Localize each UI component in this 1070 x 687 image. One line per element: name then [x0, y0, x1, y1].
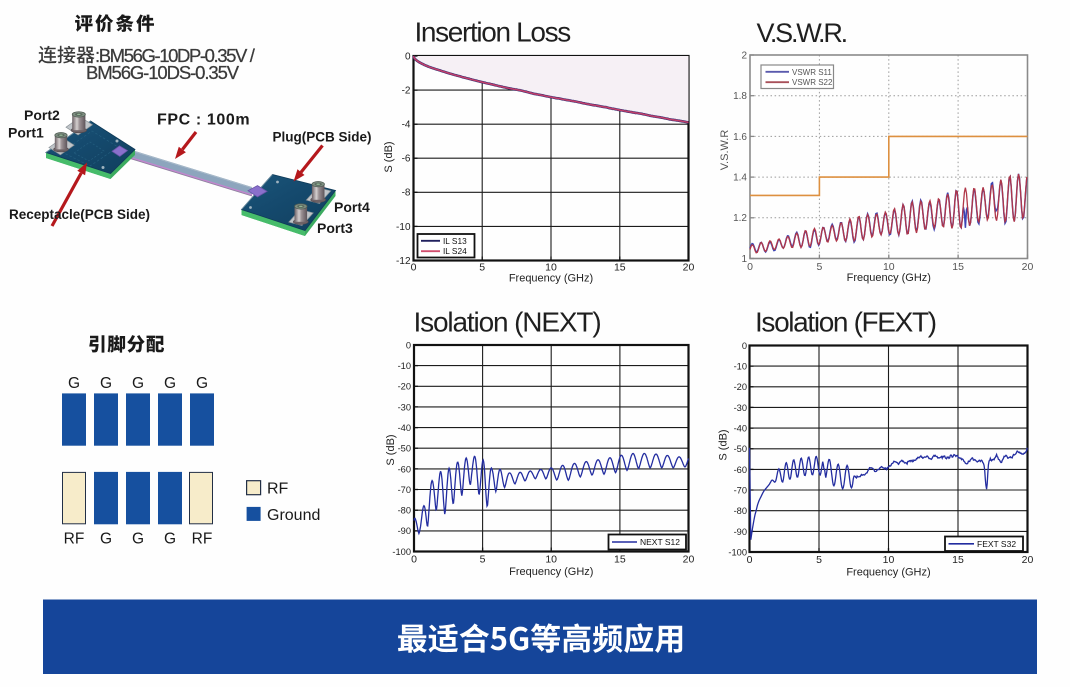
svg-text:-90: -90: [398, 526, 411, 536]
svg-text:-30: -30: [398, 402, 411, 412]
svg-text:-6: -6: [402, 154, 411, 165]
svg-text:5: 5: [480, 554, 486, 566]
svg-text:-40: -40: [398, 423, 411, 433]
svg-text:0: 0: [742, 341, 747, 351]
svg-text:15: 15: [614, 554, 626, 566]
svg-text:G: G: [68, 375, 80, 392]
svg-text:-40: -40: [734, 424, 747, 434]
svg-text:Port4: Port4: [334, 199, 370, 215]
svg-text:Frequency (GHz): Frequency (GHz): [846, 567, 930, 579]
svg-text:0: 0: [411, 554, 417, 566]
svg-text:-80: -80: [734, 506, 747, 516]
svg-text:Frequency (GHz): Frequency (GHz): [847, 272, 931, 284]
svg-text:Ground: Ground: [267, 507, 320, 524]
svg-text:0: 0: [405, 51, 411, 62]
svg-text:-10: -10: [734, 362, 747, 372]
svg-text:1.6: 1.6: [733, 132, 747, 143]
svg-text:0: 0: [747, 554, 753, 566]
svg-text:RF: RF: [64, 531, 85, 548]
svg-text:10: 10: [883, 554, 895, 566]
svg-text:-50: -50: [734, 444, 747, 454]
svg-text:BM56G-10DS-0.35V: BM56G-10DS-0.35V: [86, 62, 240, 83]
svg-text:-60: -60: [734, 465, 747, 475]
svg-text:G: G: [132, 375, 144, 392]
svg-text:Frequency (GHz): Frequency (GHz): [509, 566, 593, 578]
svg-text:Plug(PCB Side): Plug(PCB Side): [273, 130, 372, 145]
svg-text:0: 0: [747, 261, 753, 273]
svg-text:15: 15: [614, 262, 626, 274]
svg-text:1: 1: [741, 254, 747, 265]
svg-text:1.8: 1.8: [733, 91, 747, 102]
svg-text:G: G: [164, 531, 176, 548]
svg-text:20: 20: [683, 262, 695, 274]
svg-text:-60: -60: [398, 464, 411, 474]
svg-text:FPC : 100m: FPC : 100m: [157, 112, 250, 129]
svg-text:G: G: [100, 531, 112, 548]
svg-text:IL S13: IL S13: [443, 236, 467, 246]
svg-text:-70: -70: [398, 485, 411, 495]
svg-text:Port2: Port2: [24, 107, 60, 123]
svg-text:Port3: Port3: [317, 220, 353, 236]
svg-text:10: 10: [545, 554, 557, 566]
svg-text:20: 20: [683, 554, 695, 566]
svg-text:Frequency (GHz): Frequency (GHz): [509, 273, 593, 285]
svg-text:-100: -100: [728, 547, 747, 557]
svg-text:10: 10: [545, 262, 557, 274]
svg-text:10: 10: [883, 261, 895, 273]
svg-text:20: 20: [1022, 261, 1034, 273]
svg-text:1.4: 1.4: [733, 173, 747, 184]
svg-text:VSWR S22: VSWR S22: [792, 78, 833, 87]
svg-text:G: G: [196, 375, 208, 392]
svg-text:V.S.W.R: V.S.W.R: [719, 130, 731, 171]
svg-text:-8: -8: [402, 188, 411, 199]
svg-text:1.2: 1.2: [733, 213, 747, 224]
svg-text:V.S.W.R.: V.S.W.R.: [757, 18, 847, 48]
svg-text:-10: -10: [396, 222, 411, 233]
svg-text:NEXT S12: NEXT S12: [640, 537, 680, 547]
svg-text:S (dB): S (dB): [385, 434, 397, 465]
svg-text:Receptacle(PCB Side): Receptacle(PCB Side): [9, 207, 150, 222]
svg-text:15: 15: [952, 554, 964, 566]
svg-text:-2: -2: [402, 86, 411, 97]
svg-text:IL S24: IL S24: [443, 246, 467, 256]
svg-text:-80: -80: [398, 506, 411, 516]
svg-text:Port1: Port1: [8, 125, 44, 141]
svg-text:Isolation (NEXT): Isolation (NEXT): [414, 307, 601, 338]
svg-text:VSWR S11: VSWR S11: [792, 68, 832, 77]
svg-text:-70: -70: [734, 485, 747, 495]
svg-text:-20: -20: [734, 382, 747, 392]
svg-text:-20: -20: [398, 382, 411, 392]
svg-text:5: 5: [816, 554, 822, 566]
svg-text:15: 15: [952, 261, 964, 273]
svg-text:-10: -10: [398, 361, 411, 371]
svg-text:Insertion Loss: Insertion Loss: [415, 17, 571, 48]
svg-text:RF: RF: [267, 481, 289, 498]
svg-text:S (dB): S (dB): [383, 141, 395, 172]
svg-text:G: G: [100, 375, 112, 392]
svg-text:-30: -30: [734, 403, 747, 413]
svg-text:0: 0: [406, 340, 411, 350]
svg-text:0: 0: [411, 262, 417, 274]
svg-text:-50: -50: [398, 444, 411, 454]
svg-text:5: 5: [479, 262, 485, 274]
svg-text:Isolation (FEXT): Isolation (FEXT): [755, 307, 936, 338]
svg-text:-90: -90: [734, 527, 747, 537]
svg-text:-12: -12: [396, 256, 411, 267]
svg-text:FEXT S32: FEXT S32: [977, 539, 1016, 549]
svg-text:20: 20: [1022, 554, 1034, 566]
svg-text:-100: -100: [392, 547, 411, 557]
svg-text:2: 2: [741, 50, 747, 61]
svg-text:G: G: [164, 375, 176, 392]
svg-text:5: 5: [816, 261, 822, 273]
svg-text:G: G: [132, 531, 144, 548]
svg-text:S (dB): S (dB): [718, 429, 730, 460]
svg-text:-4: -4: [402, 120, 411, 131]
svg-text::BM56G-10DP-0.35V /: :BM56G-10DP-0.35V /: [95, 45, 256, 66]
svg-text:RF: RF: [192, 531, 213, 548]
